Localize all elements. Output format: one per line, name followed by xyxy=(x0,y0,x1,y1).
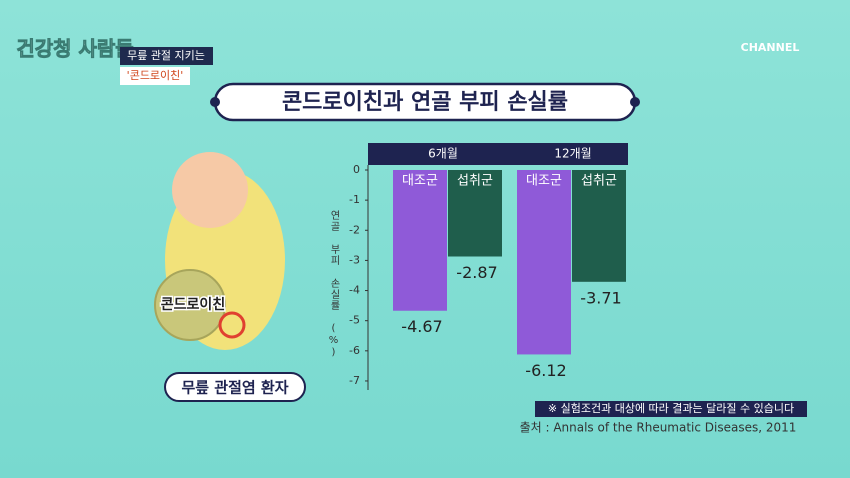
pain-mark xyxy=(218,311,246,339)
y-tick-label: -6 xyxy=(349,344,360,357)
y-tick-label: -5 xyxy=(349,314,360,327)
y-tick-label: -4 xyxy=(349,284,360,297)
bar xyxy=(393,170,447,311)
y-tick-label: -1 xyxy=(349,193,360,206)
footnote: ※ 실험조건과 대상에 따라 결과는 달라질 수 있습니다 xyxy=(548,402,794,415)
chart-title: 콘드로이친과 연골 부피 손실률 xyxy=(282,90,568,115)
period-label: 6개월 xyxy=(428,147,458,161)
series-label: 섭취군 xyxy=(457,174,493,189)
ingredient-label: 콘드로이친 xyxy=(161,296,225,313)
caption: '콘드로이친' xyxy=(127,69,184,82)
caption-box xyxy=(120,67,190,85)
series-label: 섭취군 xyxy=(581,174,617,189)
bar xyxy=(572,170,626,282)
show-title: 건강청 사람들 xyxy=(16,37,133,61)
illustration-head xyxy=(172,152,248,228)
y-axis-label: 연골 부피 손실률 (%) xyxy=(328,210,339,359)
y-tick-label: -7 xyxy=(349,374,360,387)
channel-logo: CHANNEL xyxy=(741,41,800,54)
note-box xyxy=(535,401,807,417)
caption: 무릎 관절 지키는 xyxy=(127,49,205,62)
bar xyxy=(448,170,502,257)
y-tick-label: 0 xyxy=(353,163,360,176)
source: 출처 : Annals of the Rheumatic Diseases, 2… xyxy=(520,421,797,435)
period-band xyxy=(368,143,628,165)
period-label: 12개월 xyxy=(554,147,591,161)
value-label: -2.87 xyxy=(456,263,497,282)
y-tick-label: -3 xyxy=(349,253,360,266)
value-label: -3.71 xyxy=(580,288,621,307)
value-label: -6.12 xyxy=(525,361,566,380)
dot xyxy=(630,97,640,107)
illustration-ball xyxy=(154,269,226,341)
series-label: 대조군 xyxy=(402,174,438,189)
caption-box xyxy=(120,47,213,65)
y-tick-label: -2 xyxy=(349,223,360,236)
patient-label: 무릎 관절염 환자 xyxy=(181,379,288,397)
dot xyxy=(210,97,220,107)
bar xyxy=(517,170,571,355)
value-label: -4.67 xyxy=(401,317,442,336)
series-label: 대조군 xyxy=(526,174,562,189)
patient-box xyxy=(164,372,306,402)
